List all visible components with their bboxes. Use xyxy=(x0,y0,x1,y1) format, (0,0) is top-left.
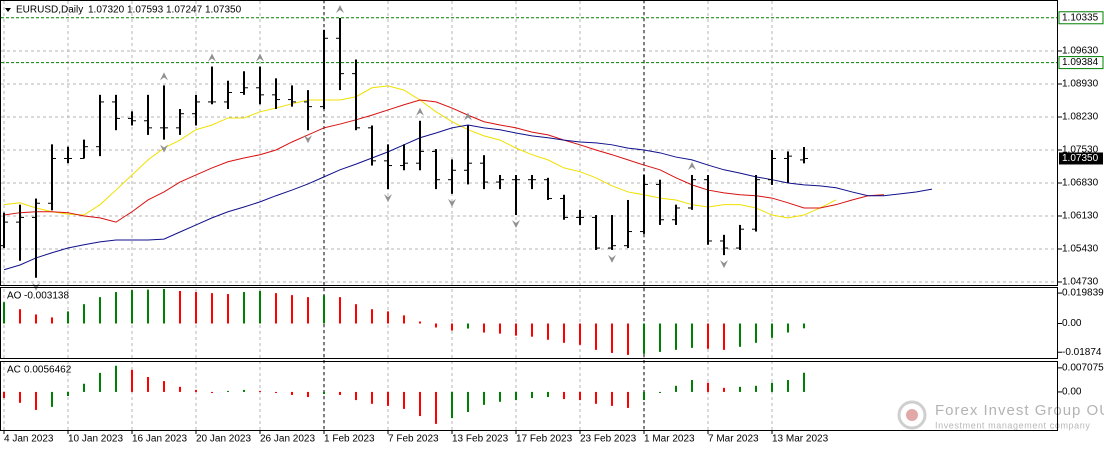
ac-name: AC xyxy=(7,365,21,376)
moving-average-line xyxy=(3,124,933,271)
x-tick-label: 4 Jan 2023 xyxy=(4,434,54,445)
current-price-box xyxy=(1059,152,1103,165)
y-tick-label: 1.08230 xyxy=(1062,112,1099,123)
level-label: 1.09384 xyxy=(1062,57,1099,68)
fractal-down xyxy=(608,254,616,263)
x-tick-label: 13 Mar 2023 xyxy=(772,434,829,445)
y-tick-label: 1.05430 xyxy=(1062,244,1099,255)
header-menu-arrow xyxy=(5,8,11,12)
fractal-down xyxy=(384,194,392,203)
y-tick-label: -0.01874 xyxy=(1062,347,1102,358)
symbol-title: EURUSD,Daily xyxy=(16,5,83,16)
x-tick-label: 1 Mar 2023 xyxy=(644,434,695,445)
fractal-up xyxy=(336,5,344,14)
level-label: 1.10335 xyxy=(1062,12,1099,23)
header: EURUSD,Daily 1.07320 1.07593 1.07247 1.0… xyxy=(5,5,242,376)
fractal-up xyxy=(208,53,216,62)
main-pane-frame xyxy=(0,0,1058,286)
fractal-down xyxy=(160,144,168,153)
header-close: 1.07350 xyxy=(205,5,242,16)
ao-name: AO xyxy=(7,291,22,302)
x-tick-label: 23 Feb 2023 xyxy=(580,434,637,445)
x-tick-label: 13 Feb 2023 xyxy=(452,434,509,445)
y-tick-label: 0.0070755 xyxy=(1062,363,1104,374)
watermark-logo-core xyxy=(906,409,918,421)
x-tick-label: 17 Feb 2023 xyxy=(516,434,573,445)
fractal-down xyxy=(32,282,40,291)
ac-pane-frame xyxy=(0,361,1058,431)
x-tick-label: 26 Jan 2023 xyxy=(260,434,315,445)
fractal-up xyxy=(688,161,696,170)
y-tick-label: 1.08930 xyxy=(1062,79,1099,90)
marks-layer xyxy=(0,5,1058,424)
fractal-down xyxy=(512,220,520,229)
y-tick-label: 1.06130 xyxy=(1062,211,1099,222)
level-label-box xyxy=(1058,56,1104,70)
level-label-box xyxy=(1058,11,1104,25)
y-tick-label: 0.00 xyxy=(1062,387,1082,398)
watermark-logo xyxy=(897,400,927,430)
moving-average-line xyxy=(3,99,885,223)
x-tick-label: 20 Jan 2023 xyxy=(196,434,251,445)
ao-pane-frame xyxy=(0,287,1058,359)
header-high: 1.07593 xyxy=(127,5,164,16)
current-price-label: 1.07350 xyxy=(1062,153,1099,164)
grid-layer xyxy=(1,1,1058,430)
y-tick-label: 1.07530 xyxy=(1062,145,1099,156)
x-tick-label: 16 Jan 2023 xyxy=(132,434,187,445)
x-tick-label: 1 Feb 2023 xyxy=(324,434,375,445)
ac-last-value: 0.0056462 xyxy=(24,365,72,376)
y-tick-label: 1.06830 xyxy=(1062,178,1099,189)
header-low: 1.07247 xyxy=(166,5,203,16)
x-tick-label: 10 Jan 2023 xyxy=(68,434,123,445)
fractal-down xyxy=(304,135,312,144)
x-tick-label: 7 Feb 2023 xyxy=(388,434,439,445)
fractal-up xyxy=(464,112,472,121)
fractal-down xyxy=(720,260,728,269)
y-tick-label: 0.00 xyxy=(1062,318,1082,329)
fractal-up xyxy=(160,72,168,81)
watermark: Forex Invest Group OU Investment managem… xyxy=(897,400,1104,430)
x-tick-label: 7 Mar 2023 xyxy=(708,434,759,445)
fractal-down xyxy=(448,198,456,207)
y-tick-label: 0.019839 xyxy=(1062,288,1104,299)
watermark-tagline: Investment management company xyxy=(935,420,1090,430)
ao-last-value: -0.003138 xyxy=(24,291,69,302)
header-open: 1.07320 xyxy=(88,5,125,16)
watermark-name: Forex Invest Group OU xyxy=(935,402,1104,419)
fractal-up xyxy=(256,53,264,62)
fractal-up xyxy=(416,107,424,116)
y-tick-label: 1.04730 xyxy=(1062,277,1099,288)
y-tick-label: 1.09630 xyxy=(1062,46,1099,57)
